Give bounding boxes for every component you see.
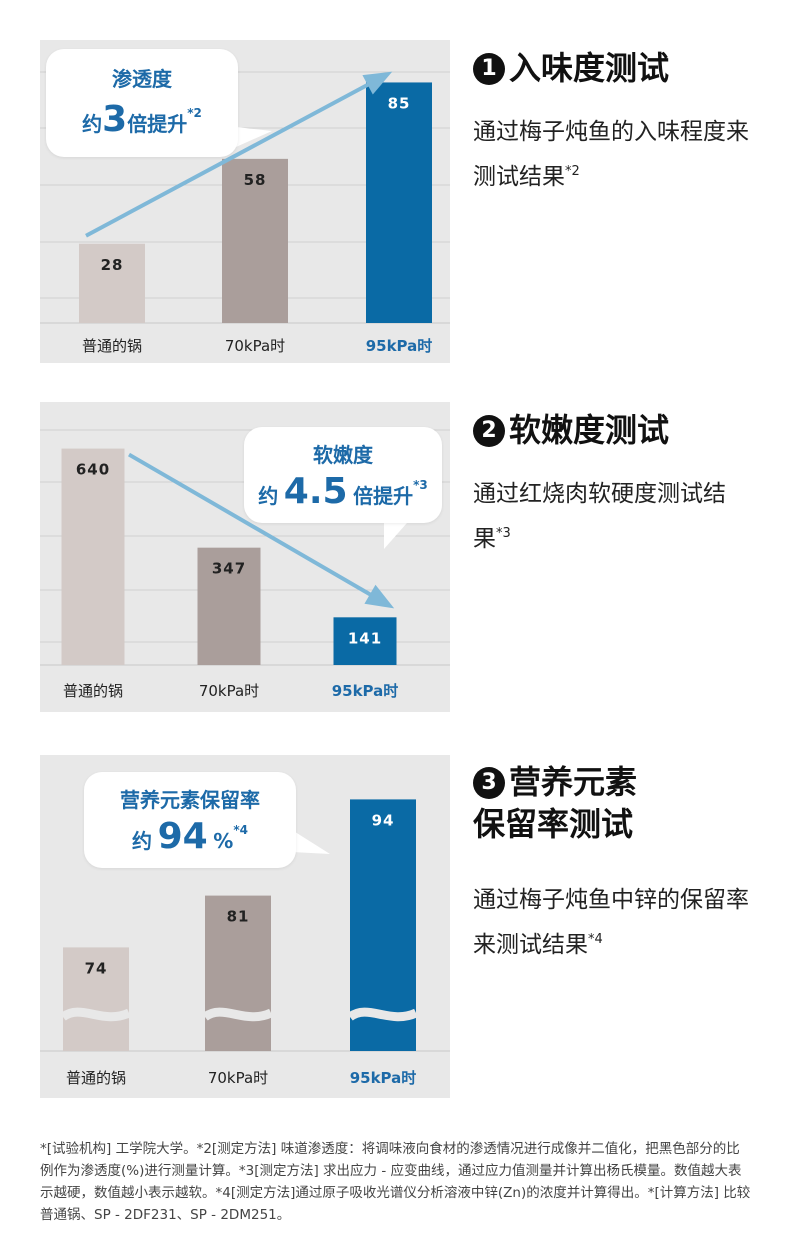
- callout-1: 渗透度 约3倍提升*2: [46, 49, 296, 161]
- callout-tail: [292, 830, 330, 854]
- section-desc-3: 通过梅子炖鱼中锌的保留率来测试结果*4: [473, 887, 749, 958]
- callout-value: 约 94 %*4: [132, 816, 248, 857]
- axis-break-wave: [347, 1007, 418, 1022]
- callout-value: 约 4.5 倍提升*3: [258, 471, 428, 512]
- category-label: 普通的锅: [82, 337, 142, 355]
- category-label: 普通的锅: [63, 682, 123, 700]
- bar-value-label: 28: [101, 256, 124, 274]
- trend-arrow-line: [127, 452, 391, 608]
- footnote: *[试验机构] 工学院大学。*2[测定方法] 味道渗透度：将调味液向食材的渗透情…: [40, 1141, 751, 1223]
- bar-value-label: 640: [76, 461, 110, 479]
- section-desc-2: 通过红烧肉软硬度测试结果*3: [473, 481, 726, 552]
- bar-value-label: 94: [372, 811, 395, 829]
- category-label: 95kPa时: [350, 1069, 417, 1087]
- axis-break-wave: [202, 1007, 273, 1022]
- section-title-3: 3 营养元素 保留率测试: [473, 762, 637, 845]
- bar-0: [63, 947, 129, 1051]
- bar-2: [366, 82, 432, 323]
- title-line: 软嫩度测试: [509, 411, 670, 449]
- category-label: 95kPa时: [332, 682, 399, 700]
- callout-2: 软嫩度 约 4.5 倍提升*3: [244, 427, 444, 557]
- chart-panel-2: 640 普通的锅 347 70kPa时 141 95kPa时 软嫩度 约 4.5 倍提升*…: [40, 402, 450, 712]
- trend-arrow-line: [85, 72, 388, 238]
- axis-break-wave: [60, 1007, 131, 1022]
- category-label: 95kPa时: [366, 337, 433, 355]
- category-label: 70kPa时: [225, 337, 285, 355]
- bar-value-label: 81: [227, 908, 250, 926]
- callout-label: 渗透度: [112, 67, 172, 91]
- category-label: 70kPa时: [199, 682, 259, 700]
- bar-2: [333, 617, 397, 665]
- section-number-badge: 2: [473, 415, 505, 447]
- section-title-2: 2 软嫩度测试: [473, 410, 669, 452]
- bar-value-label: 74: [85, 959, 108, 977]
- callout-label: 软嫩度: [313, 443, 373, 467]
- category-label: 70kPa时: [208, 1069, 268, 1087]
- bar-value-label: 347: [212, 560, 246, 578]
- callout-value: 约3倍提升*2: [82, 99, 202, 140]
- title-line: 入味度测试: [509, 49, 670, 87]
- bar-1: [222, 158, 288, 323]
- section-desc-1: 通过梅子炖鱼的入味程度来测试结果*2: [473, 119, 749, 190]
- title-line: 营养元素: [509, 763, 638, 801]
- chart-1: 28 普通的锅 58 70kPa时 85 95kPa时: [40, 71, 450, 355]
- bar-value-label: 85: [388, 94, 411, 112]
- section-title-1: 1 入味度测试: [473, 48, 669, 90]
- chart-2: 640 普通的锅 347 70kPa时 141 95kPa时: [40, 429, 450, 700]
- callout-label: 营养元素保留率: [120, 788, 260, 812]
- section-number-badge: 1: [473, 53, 505, 85]
- bar-0: [79, 243, 145, 323]
- trend-arrow-head: [362, 71, 393, 95]
- bar-value-label: 141: [348, 629, 382, 647]
- callout-3: 营养元素保留率 约 94 %*4: [84, 772, 334, 872]
- bar-0: [61, 448, 125, 665]
- chart-3: 74 普通的锅 81 70kPa时 94 95kPa时: [40, 799, 450, 1087]
- category-label: 普通的锅: [66, 1069, 126, 1087]
- trend-arrow-head: [364, 584, 395, 609]
- callout-tail: [236, 127, 272, 147]
- title-line: 保留率测试: [473, 804, 634, 843]
- bar-1: [205, 895, 271, 1051]
- bar-1: [197, 547, 261, 665]
- bar-value-label: 58: [244, 171, 267, 189]
- section-number-badge: 3: [473, 767, 505, 799]
- callout-tail: [384, 515, 414, 549]
- chart-panel-3: 74 普通的锅 81 70kPa时 94 95kPa时 营养元素保留率 约 94 %*4: [40, 755, 450, 1098]
- chart-panel-1: 28 普通的锅 58 70kPa时 85 95kPa时 渗透度 约3倍提升*2: [40, 40, 450, 363]
